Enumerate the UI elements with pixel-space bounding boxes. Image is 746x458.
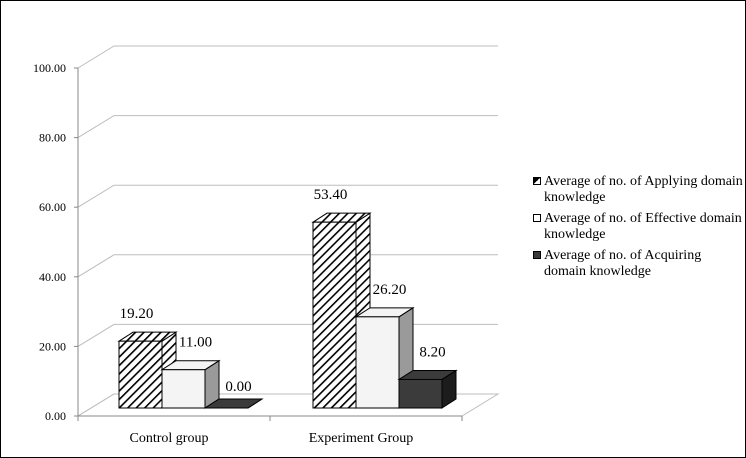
- data-label: 53.40: [314, 187, 348, 203]
- bar: [118, 340, 163, 409]
- legend-item-acquiring: Average of no. of Acquiring domain knowl…: [533, 248, 745, 280]
- legend-label-applying: Average of no. of Applying domain knowle…: [544, 174, 743, 205]
- plot-area: 0.00 20.00 40.00 60.00 80.00 100.00 Control gr…: [33, 45, 500, 446]
- y-tick-label: 80.00: [39, 131, 66, 145]
- bar: [355, 316, 400, 409]
- y-tick-label: 60.00: [39, 200, 66, 214]
- legend-label-acquiring: Average of no. of Acquiring domain knowl…: [544, 248, 702, 279]
- legend-swatch-applying: [533, 177, 541, 185]
- bar: [398, 378, 443, 409]
- gridline: [77, 115, 498, 139]
- legend: Average of no. of Applying domain knowle…: [533, 174, 745, 285]
- gridline: [77, 184, 498, 208]
- y-tick-label: 40.00: [39, 270, 66, 284]
- bar: [161, 369, 206, 409]
- legend-item-applying: Average of no. of Applying domain knowle…: [533, 174, 745, 206]
- data-label: 0.00: [225, 379, 251, 395]
- y-tick-label: 100.00: [33, 61, 66, 75]
- bar-top: [203, 398, 264, 409]
- legend-label-effective: Average of no. of Effective domain knowl…: [544, 211, 742, 242]
- data-label: 8.20: [419, 344, 445, 360]
- y-tick-label: 20.00: [39, 339, 66, 353]
- legend-item-effective: Average of no. of Effective domain knowl…: [533, 211, 745, 243]
- gridline: [77, 45, 498, 69]
- data-label: 19.20: [120, 306, 154, 322]
- data-label: 11.00: [179, 335, 212, 351]
- bar: [312, 221, 357, 409]
- data-label: 26.20: [373, 282, 407, 298]
- x-category-label: Control group: [130, 431, 209, 446]
- legend-swatch-acquiring: [533, 251, 541, 259]
- legend-swatch-effective: [533, 214, 541, 222]
- x-category-label: Experiment Group: [309, 431, 414, 446]
- y-tick-label: 0.00: [45, 409, 66, 423]
